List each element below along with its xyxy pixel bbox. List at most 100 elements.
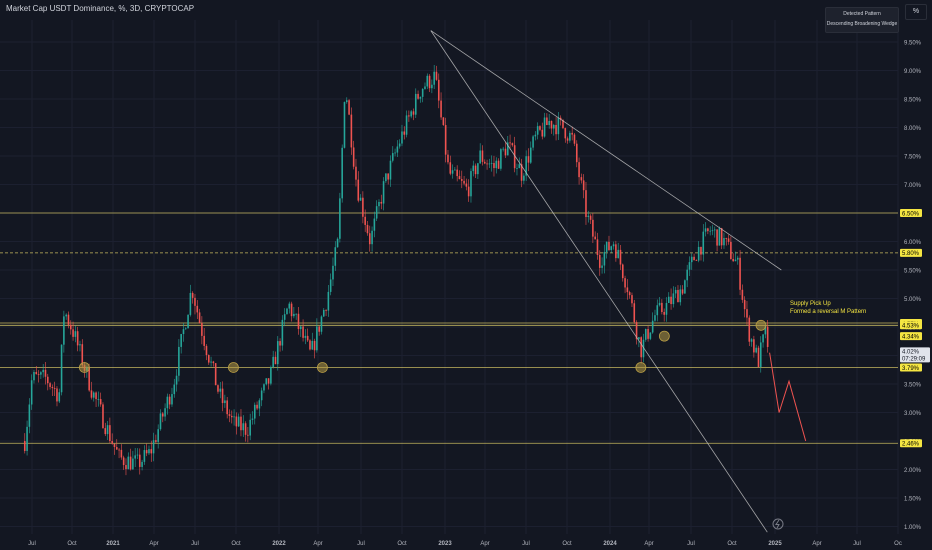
candle-body: [109, 425, 111, 441]
candle-body: [288, 303, 291, 309]
candle-body: [74, 331, 77, 337]
candle-body: [495, 160, 498, 169]
candle-body: [129, 456, 132, 470]
x-tick-label: Apr: [644, 541, 653, 547]
candle-body: [665, 302, 668, 315]
candle-body: [486, 163, 488, 165]
candle-body: [762, 334, 764, 343]
candle-body: [88, 367, 90, 391]
candle-body: [431, 84, 433, 89]
candle-body: [426, 75, 429, 87]
candle-body: [527, 156, 530, 163]
candle-body: [26, 426, 28, 451]
candle-body: [621, 264, 624, 279]
candle-body: [550, 120, 553, 129]
candle-body: [155, 440, 157, 442]
candle-body: [631, 295, 633, 304]
candle-body: [302, 326, 304, 338]
lightning-icon[interactable]: [772, 518, 784, 530]
candle-body: [626, 287, 629, 293]
candle-body: [118, 449, 120, 451]
candle-body: [679, 289, 682, 303]
level-label: 3.79%: [902, 366, 920, 372]
candle-body: [467, 186, 470, 197]
candle-body: [198, 312, 201, 324]
candle-body: [435, 71, 438, 80]
candle-body: [601, 265, 603, 268]
candle-body: [736, 257, 739, 260]
candle-body: [51, 386, 54, 389]
candle-body: [313, 340, 316, 351]
candle-body: [709, 230, 711, 232]
candle-body: [233, 416, 235, 418]
candle-body: [67, 314, 70, 325]
level-label-bg: [900, 363, 922, 372]
y-tick-label: 1.50%: [904, 497, 922, 503]
candle-body: [502, 148, 504, 150]
candle-body: [247, 434, 249, 436]
y-tick-label: 7.50%: [904, 155, 922, 161]
x-tick-label: 2023: [438, 541, 452, 547]
percent-scale-button[interactable]: %: [905, 4, 927, 20]
candle-body: [465, 183, 468, 187]
candle-body: [575, 143, 578, 163]
candle-body: [343, 102, 346, 148]
candle-body: [249, 419, 251, 436]
x-axis[interactable]: Jul Oct 2021 Apr Jul Oct 2022 Apr Jul Oct 2023 Apr J…: [28, 541, 902, 547]
candle-body: [299, 326, 302, 330]
candle-body: [532, 136, 534, 148]
y-tick-label: 3.50%: [904, 383, 922, 389]
candle-body: [253, 404, 256, 419]
candle-body: [297, 313, 300, 330]
candle-body: [408, 115, 410, 117]
x-tick-label: 2024: [603, 541, 617, 547]
candle-body: [295, 313, 297, 315]
candle-body: [56, 388, 58, 402]
candle-body: [281, 319, 284, 346]
candle-body: [697, 246, 700, 261]
x-tick-label: Oct: [727, 541, 737, 547]
candle-body: [378, 201, 380, 207]
y-axis[interactable]: 9.50% 9.00% 8.50% 8.00% 7.50% 7.00% 6.50% 6.00%…: [904, 41, 922, 532]
candle-body: [483, 161, 486, 164]
candle-body: [49, 383, 51, 387]
levels-layer: [0, 212, 898, 444]
candle-body: [474, 165, 477, 175]
candle-body: [240, 416, 242, 431]
candle-body: [456, 169, 458, 177]
touch-circle: [78, 362, 90, 373]
x-tick-label: Jul: [191, 541, 199, 547]
candle-body: [207, 355, 210, 363]
candle-body: [481, 150, 484, 162]
candle-body: [644, 329, 647, 340]
candle-body: [332, 265, 334, 280]
candle-body: [759, 342, 762, 367]
candle-body: [173, 384, 176, 395]
candle-body: [424, 86, 426, 89]
detected-pattern-panel[interactable]: Detected Pattern Descending Broadening W…: [825, 7, 899, 33]
candle-body: [479, 150, 481, 164]
candle-body: [265, 378, 268, 385]
candle-body: [263, 384, 265, 391]
candle-body: [405, 115, 408, 135]
candle-body: [667, 296, 670, 303]
candle-body: [115, 447, 118, 450]
candle-body: [500, 149, 502, 169]
candle-body: [727, 238, 730, 242]
candle-body: [598, 254, 601, 268]
candle-body: [651, 320, 654, 333]
candle-body: [274, 356, 277, 365]
pattern-name: Descending Broadening Wedge: [826, 21, 898, 27]
candle-body: [304, 335, 307, 338]
candle-body: [63, 316, 65, 345]
candle-body: [569, 132, 571, 141]
candle-body: [559, 117, 562, 120]
x-tick-label: Oct: [231, 541, 241, 547]
candle-body: [716, 229, 718, 246]
candle-body: [734, 259, 737, 262]
candle-body: [704, 228, 707, 232]
lightning-bolt: [775, 519, 780, 529]
candle-body: [605, 241, 608, 253]
candle-body: [640, 337, 642, 358]
